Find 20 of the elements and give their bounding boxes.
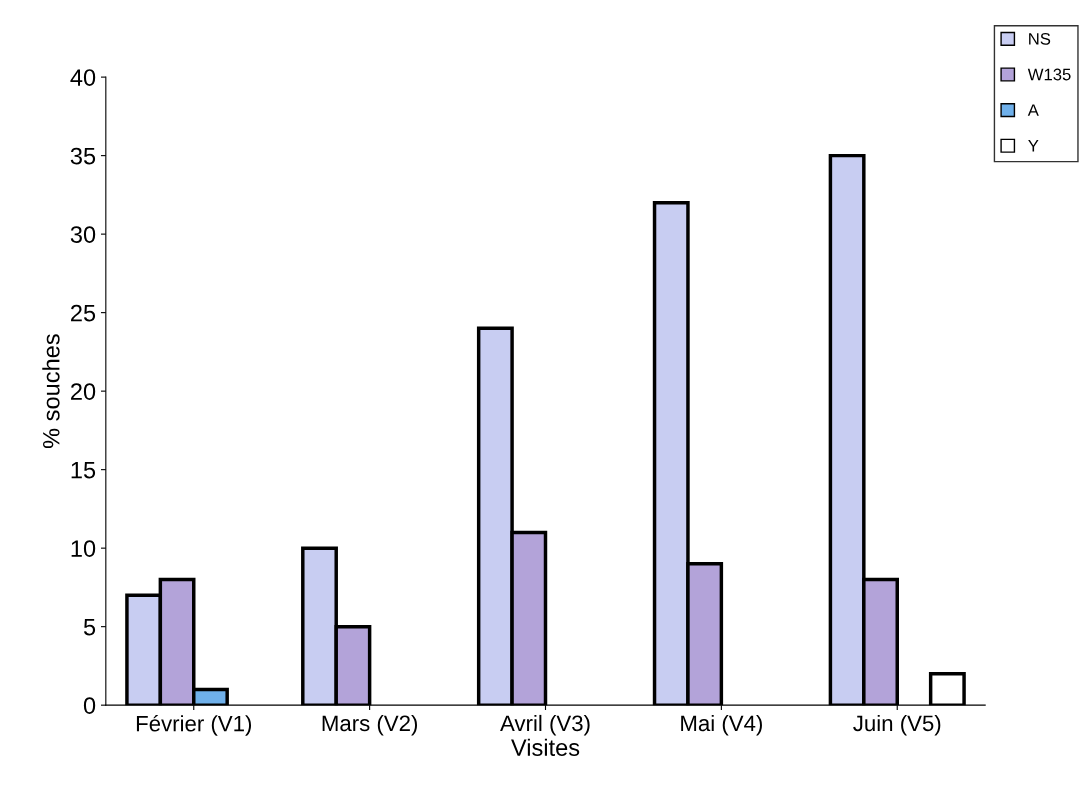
y-tick-label: 5 — [83, 618, 96, 636]
x-tick-label: Mars (V2) — [322, 714, 418, 736]
y-tick-label: 30 — [70, 226, 96, 243]
legend-label: W135 — [1027, 68, 1071, 81]
legend-label: A — [1027, 104, 1039, 116]
y-axis-title: % souches — [42, 334, 60, 449]
y-tick-label: 40 — [70, 69, 96, 86]
y-tick-label: 25 — [71, 304, 96, 322]
y-tick-label: 15 — [71, 461, 96, 479]
y-tick-label: 35 — [70, 147, 96, 165]
x-tick-label: Avril (V3) — [500, 714, 590, 736]
legend-label: NS — [1029, 32, 1051, 45]
x-axis-title: Visites — [511, 738, 580, 756]
x-tick-label: Février (V1) — [136, 714, 252, 736]
legend-label: Y — [1028, 140, 1039, 152]
y-tick-label: 10 — [71, 540, 96, 557]
x-tick-label: Mai (V4) — [681, 714, 762, 736]
y-tick-label: 20 — [71, 383, 96, 400]
y-tick-label: 0 — [83, 697, 96, 714]
x-tick-label: Juin (V5) — [853, 714, 941, 736]
